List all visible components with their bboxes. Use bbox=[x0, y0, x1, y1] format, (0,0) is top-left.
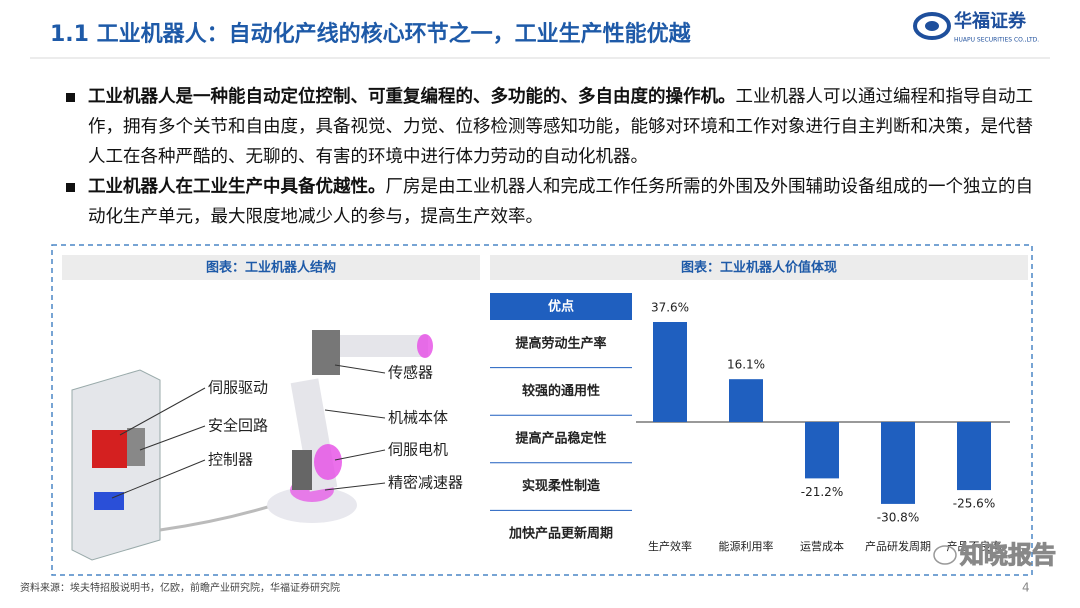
bar bbox=[957, 422, 991, 491]
logo-name: 华福证券 bbox=[954, 10, 1027, 32]
data-label: 16.1% bbox=[727, 358, 765, 372]
part-label: 伺服驱动 bbox=[208, 379, 268, 397]
part-label: 机械本体 bbox=[388, 409, 448, 427]
table-header-text: 优点 bbox=[548, 299, 574, 315]
table-row-text: 实现柔性制造 bbox=[522, 478, 601, 494]
logo-mark-core bbox=[925, 21, 939, 31]
table-row-text: 提高产品稳定性 bbox=[515, 431, 606, 447]
figure-caption: 图表：工业机器人价值体现 bbox=[681, 260, 837, 276]
callout bbox=[111, 459, 206, 499]
robot-base bbox=[267, 487, 357, 523]
page-number: 4 bbox=[1022, 581, 1030, 595]
table-row-text: 较强的通用性 bbox=[522, 383, 600, 399]
figure-caption: 图表：工业机器人结构 bbox=[206, 260, 336, 276]
bullet-marker bbox=[66, 183, 75, 192]
caption-bar bbox=[490, 255, 1028, 280]
category-label: 生产效率 bbox=[648, 539, 692, 553]
table-row-text: 提高劳动生产率 bbox=[515, 335, 606, 351]
watermark-text: 知晓报告 bbox=[960, 541, 1056, 569]
table-header bbox=[490, 293, 632, 320]
callout bbox=[119, 387, 206, 436]
table-row-text: 加快产品更新周期 bbox=[508, 526, 613, 542]
bar bbox=[805, 422, 839, 479]
bar bbox=[653, 322, 687, 422]
category-label: 运营成本 bbox=[800, 539, 844, 553]
part-label: 传感器 bbox=[388, 364, 433, 382]
servo-motor bbox=[292, 450, 312, 490]
robot-illustration bbox=[71, 330, 433, 561]
bullet-bold: 工业机器人在工业生产中具备优越性。 bbox=[88, 177, 386, 197]
category-label: 产品研发周期 bbox=[865, 539, 931, 553]
bullet-bold: 工业机器人是一种能自动定位控制、可重复编程的、多功能的、多自由度的操作机。 bbox=[88, 87, 736, 107]
callout bbox=[139, 425, 206, 451]
callout-lines bbox=[111, 364, 386, 499]
category-label: 能源利用率 bbox=[719, 539, 774, 553]
upper-arm bbox=[318, 335, 428, 357]
motor-joint bbox=[314, 444, 342, 480]
servo-drive-box bbox=[92, 430, 127, 468]
bar bbox=[729, 379, 763, 422]
bullet-marker bbox=[66, 93, 75, 102]
wrist-joint bbox=[417, 334, 433, 358]
data-label: -30.8% bbox=[877, 510, 919, 524]
bullet: 工业机器人在工业生产中具备优越性。厂房是由工业机器人和完成工作任务所需的外围及外… bbox=[66, 172, 1036, 232]
watermark: 知晓报告 bbox=[933, 541, 1057, 570]
bullet-body: 工业机器人是一种能自动定位控制、可重复编程的、多功能的、多自由度的操作机。工业机… bbox=[88, 82, 1036, 172]
logo: 华福证券 HUAPU SECURITIES CO.,LTD. bbox=[913, 10, 1039, 44]
part-label: 精密减速器 bbox=[388, 474, 463, 492]
callout bbox=[334, 364, 386, 374]
callout bbox=[324, 482, 386, 491]
data-label: -21.2% bbox=[801, 485, 843, 499]
callout bbox=[334, 449, 386, 461]
part-label: 伺服电机 bbox=[388, 441, 448, 459]
bullet-body: 工业机器人在工业生产中具备优越性。厂房是由工业机器人和完成工作任务所需的外围及外… bbox=[88, 172, 1036, 232]
data-label: 37.6% bbox=[651, 301, 689, 315]
source-note: 资料来源：埃夫特招股说明书，亿欧，前瞻产业研究院，华福证券研究院 bbox=[20, 581, 340, 594]
part-label: 安全回路 bbox=[208, 417, 268, 435]
figure-frame bbox=[51, 244, 1033, 576]
data-label: -25.6% bbox=[953, 497, 995, 511]
watermark-icon bbox=[933, 545, 957, 565]
slide-title: 1.1 工业机器人：自动化产线的核心环节之一，工业生产性能优越 bbox=[50, 21, 692, 47]
bar bbox=[881, 422, 915, 504]
logo-mark bbox=[913, 12, 951, 40]
logo-sub: HUAPU SECURITIES CO.,LTD. bbox=[954, 37, 1039, 44]
callout bbox=[324, 409, 386, 419]
category-label: 产品不良率 bbox=[947, 539, 1002, 553]
bullet: 工业机器人是一种能自动定位控制、可重复编程的、多功能的、多自由度的操作机。工业机… bbox=[66, 82, 1036, 172]
part-label: 控制器 bbox=[208, 451, 253, 469]
bullet-text: 厂房是由工业机器人和完成工作任务所需的外围及外围辅助设备组成的一个独立的自动化生… bbox=[88, 177, 1033, 227]
safety-box bbox=[127, 428, 145, 466]
caption-bar bbox=[62, 255, 480, 280]
sensor-head bbox=[312, 330, 340, 375]
bullet-text: 工业机器人可以通过编程和指导自动工作，拥有多个关节和自由度，具备视觉、力觉、位移… bbox=[88, 87, 1033, 167]
